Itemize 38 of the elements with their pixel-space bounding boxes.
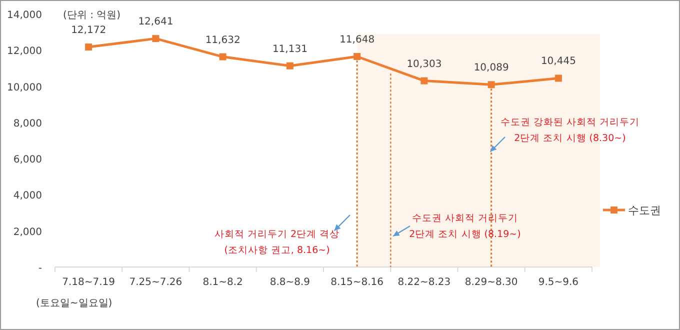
- data-label: 10,445: [540, 56, 576, 68]
- x-axis-title: (토요일~일요일): [36, 298, 112, 309]
- point: [488, 81, 495, 88]
- point: [85, 44, 92, 51]
- x-tick-label: 8.22~8.23: [398, 277, 451, 288]
- x-tick-label: 8.1~8.2: [202, 277, 243, 288]
- x-tick-label: 9.5~9.6: [538, 277, 579, 288]
- y-axis-title: (단위 : 억원): [63, 10, 121, 21]
- x-tick-label: 8.15~8.16: [330, 277, 384, 288]
- y-tick-label: 14,000: [7, 10, 42, 21]
- annotation: 사회적 거리두기 2단계 격상 (조치사항 권고, 8.16~): [214, 229, 340, 256]
- x-tick-label: 8.29~8.30: [464, 277, 518, 288]
- annotation: 수도권 사회적 거리두기 2단계 조치 시행 (8.19~): [409, 213, 521, 240]
- y-tick-label: 2,000: [13, 226, 42, 238]
- data-label: 11,632: [205, 34, 240, 46]
- x-tick-label: 7.25~7.26: [129, 277, 182, 288]
- data-label: 12,641: [138, 16, 174, 28]
- point: [554, 74, 562, 82]
- point: [354, 53, 361, 60]
- point: [420, 77, 428, 84]
- data-label: 10,089: [474, 62, 509, 74]
- y-tick-label: -: [38, 263, 42, 274]
- data-label: 11,131: [272, 44, 308, 55]
- legend-label: 수도권: [628, 204, 661, 217]
- annotation: 수도권 강화된 사회적 거리두기 2단계 조치 시행 (8.30~): [500, 117, 640, 144]
- y-tick-label: 6,000: [13, 154, 42, 166]
- point: [286, 62, 294, 70]
- point: [152, 35, 160, 42]
- data-label: 10,303: [406, 58, 442, 70]
- y-tick-label: 8,000: [13, 118, 42, 130]
- y-tick-label: 4,000: [13, 190, 42, 202]
- point: [219, 53, 226, 60]
- x-tick-label: 7.18~7.19: [62, 277, 116, 288]
- data-label: 11,648: [340, 34, 375, 46]
- y-tick-label: 12,000: [7, 46, 42, 58]
- x-tick-label: 8.8~8.9: [270, 277, 310, 288]
- y-tick-label: 10,000: [7, 82, 42, 94]
- data-label: 12,172: [71, 25, 106, 36]
